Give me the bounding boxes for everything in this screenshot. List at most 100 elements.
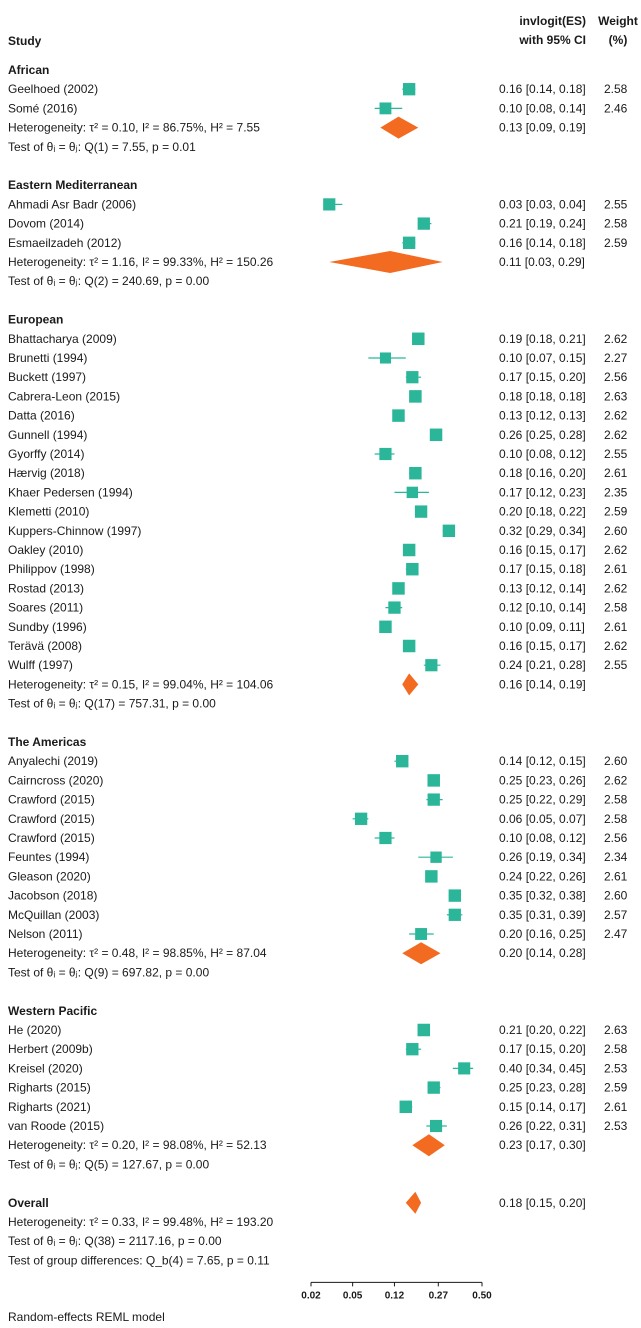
study-weight: 2.62 <box>604 543 628 557</box>
study-weight: 2.61 <box>604 1100 628 1114</box>
study-ci: 0.24 [0.22, 0.26] <box>499 869 586 883</box>
study-ci: 0.17 [0.15, 0.20] <box>499 1042 586 1056</box>
study-label: Anyalechi (2019) <box>8 754 98 768</box>
study-weight: 2.55 <box>604 447 628 461</box>
study-marker <box>379 620 392 634</box>
study-weight: 2.58 <box>604 793 628 807</box>
study-marker <box>430 851 442 863</box>
study-label: Rostad (2013) <box>8 581 84 595</box>
study-ci: 0.21 [0.20, 0.22] <box>499 1023 586 1037</box>
study-ci: 0.40 [0.34, 0.45] <box>499 1061 586 1075</box>
group-title: European <box>8 313 63 327</box>
study-marker <box>392 409 405 422</box>
study-weight: 2.56 <box>604 831 628 845</box>
study-ci: 0.25 [0.22, 0.29] <box>499 793 586 807</box>
study-ci: 0.24 [0.21, 0.28] <box>499 658 586 672</box>
study-weight: 2.58 <box>604 217 628 231</box>
study-label: Feuntes (1994) <box>8 850 89 864</box>
study-marker <box>417 1023 431 1037</box>
study-ci: 0.17 [0.12, 0.23] <box>499 485 586 499</box>
study-ci: 0.18 [0.16, 0.20] <box>499 466 586 480</box>
study-marker <box>406 371 419 384</box>
group-summary-diamond <box>380 116 419 139</box>
header-es-line2: with 95% CI <box>518 33 586 47</box>
study-label: Hærvig (2018) <box>8 466 85 480</box>
study-ci: 0.21 [0.19, 0.24] <box>499 217 586 231</box>
group-title: The Americas <box>8 735 87 749</box>
group-title: Eastern Mediterranean <box>8 178 137 192</box>
study-weight: 2.61 <box>604 620 628 634</box>
study-label: Buckett (1997) <box>8 370 86 384</box>
study-label: Soares (2011) <box>8 601 83 615</box>
study-ci: 0.32 [0.29, 0.34] <box>499 524 586 538</box>
study-weight: 2.62 <box>604 409 628 423</box>
study-marker <box>414 505 428 518</box>
x-axis-tick-label: 0.27 <box>429 1290 449 1301</box>
study-label: Nelson (2011) <box>8 927 82 941</box>
study-weight: 2.62 <box>604 639 628 653</box>
study-marker <box>412 332 425 346</box>
study-label: Khaer Pedersen (1994) <box>8 485 133 499</box>
study-weight: 2.59 <box>604 505 628 519</box>
study-marker <box>354 812 368 825</box>
group-summary-diamond <box>412 1134 445 1157</box>
study-weight: 2.62 <box>604 428 628 442</box>
study-marker <box>429 428 443 442</box>
study-ci: 0.16 [0.14, 0.18] <box>499 236 586 250</box>
study-label: Datta (2016) <box>8 409 75 423</box>
study-marker <box>417 217 430 230</box>
study-weight: 2.57 <box>604 908 628 922</box>
study-marker <box>415 928 428 940</box>
study-ci: 0.18 [0.18, 0.18] <box>499 389 586 403</box>
study-weight: 2.46 <box>604 101 628 115</box>
study-marker <box>427 774 440 787</box>
study-marker <box>406 486 419 499</box>
study-marker <box>448 889 462 902</box>
study-marker <box>392 582 405 595</box>
study-marker <box>402 639 416 653</box>
study-marker <box>396 755 409 768</box>
study-weight: 2.60 <box>604 754 628 768</box>
group-summary-ci: 0.11 [0.03, 0.29] <box>499 255 585 269</box>
study-ci: 0.26 [0.22, 0.31] <box>499 1119 586 1133</box>
group-heterogeneity: Heterogeneity: τ² = 1.16, I² = 99.33%, H… <box>8 255 274 269</box>
header-study: Study <box>8 34 42 48</box>
study-weight: 2.47 <box>604 927 628 941</box>
study-marker <box>379 352 391 364</box>
study-label: Crawford (2015) <box>8 831 95 845</box>
study-weight: 2.60 <box>604 889 628 903</box>
study-marker <box>379 831 392 845</box>
study-ci: 0.20 [0.16, 0.25] <box>499 927 586 941</box>
study-marker <box>406 1043 419 1056</box>
study-weight: 2.59 <box>604 1081 628 1095</box>
study-marker <box>458 1062 471 1075</box>
study-weight: 2.60 <box>604 524 628 538</box>
study-weight: 2.27 <box>604 351 628 365</box>
header-weight-line1: Weight <box>598 14 638 28</box>
overall-heterogeneity: Heterogeneity: τ² = 0.33, I² = 99.48%, H… <box>8 1215 274 1229</box>
header-weight-line2: (%) <box>609 33 628 47</box>
group-summary-diamond <box>402 673 419 696</box>
group-test: Test of θᵢ = θⱼ: Q(17) = 757.31, p = 0.0… <box>8 697 216 711</box>
group-summary-diamond <box>402 942 441 965</box>
study-label: Terävä (2008) <box>8 639 82 653</box>
study-ci: 0.10 [0.08, 0.14] <box>499 101 586 115</box>
study-ci: 0.17 [0.15, 0.18] <box>499 562 586 576</box>
group-heterogeneity: Heterogeneity: τ² = 0.48, I² = 98.85%, H… <box>8 946 267 960</box>
group-title: Western Pacific <box>8 1004 97 1018</box>
study-label: Philippov (1998) <box>8 562 95 576</box>
study-weight: 2.63 <box>604 389 628 403</box>
study-ci: 0.26 [0.25, 0.28] <box>499 428 586 442</box>
study-label: Sundby (1996) <box>8 620 87 634</box>
study-label: Crawford (2015) <box>8 793 95 807</box>
study-label: Righarts (2021) <box>8 1100 91 1114</box>
study-weight: 2.61 <box>604 466 628 480</box>
group-summary-ci: 0.20 [0.14, 0.28] <box>499 946 586 960</box>
study-label: Righarts (2015) <box>8 1081 91 1095</box>
study-label: McQuillan (2003) <box>8 908 99 922</box>
study-label: Geelhoed (2002) <box>8 82 98 96</box>
study-weight: 2.53 <box>604 1119 628 1133</box>
x-axis-tick-label: 0.50 <box>472 1290 492 1301</box>
group-summary-ci: 0.16 [0.14, 0.19] <box>499 677 586 691</box>
study-weight: 2.59 <box>604 236 628 250</box>
